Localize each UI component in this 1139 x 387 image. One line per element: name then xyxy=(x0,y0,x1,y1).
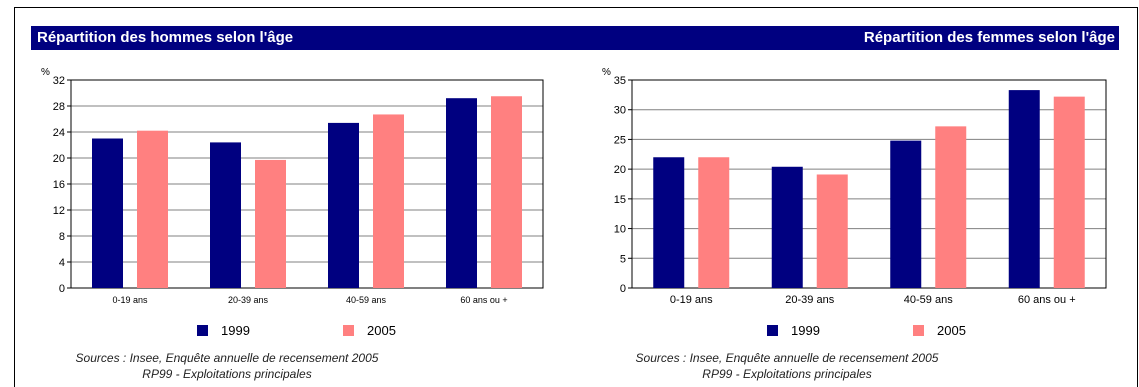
bar-1999 xyxy=(1008,90,1040,288)
bar-2005 xyxy=(255,159,286,288)
legend-label-1999: 1999 xyxy=(221,323,250,338)
y-tick-label: 0 xyxy=(620,283,626,295)
y-tick-label: 5 xyxy=(620,253,626,265)
y-tick-label: 15 xyxy=(614,194,626,206)
x-tick-label: 20-39 ans xyxy=(785,294,834,306)
bar-2005 xyxy=(935,126,967,289)
source-line-2: RP99 - Exploitations principales xyxy=(702,367,872,381)
women-age-chart: 0 5 10 15 20 25 30 35% 0-19 ans 20-39 ans 40-59 an… xyxy=(602,67,1107,338)
y-tick-label: 4 xyxy=(59,257,65,269)
x-tick-label: 0-19 ans xyxy=(112,295,148,305)
x-tick-label: 20-39 ans xyxy=(228,295,269,305)
source-note-left: Sources : Insee, Enquête annuelle de rec… xyxy=(44,350,410,382)
y-tick-label: 32 xyxy=(53,75,65,87)
bar-2005 xyxy=(137,130,168,288)
x-tick-label: 60 ans ou + xyxy=(460,295,507,305)
figure-frame xyxy=(14,7,1138,387)
legend-swatch-2005 xyxy=(913,325,924,336)
x-tick-label: 40-59 ans xyxy=(904,294,953,306)
bar-1999 xyxy=(328,122,359,289)
bar-1999 xyxy=(771,166,803,288)
legend-label-2005: 2005 xyxy=(367,323,396,338)
y-tick-label: 12 xyxy=(53,205,65,217)
y-tick-label: 8 xyxy=(59,231,65,243)
y-tick-label: 35 xyxy=(614,75,626,87)
source-line-1: Sources : Insee, Enquête annuelle de rec… xyxy=(635,351,939,365)
left-chart-title: Répartition des hommes selon l'âge xyxy=(37,29,294,46)
men-age-chart: 0 4 8 12 16 20 24 28 32% 0-19 ans 20-39 ans 40-59 a… xyxy=(41,67,544,338)
y-tick-label: 24 xyxy=(53,127,65,139)
y-tick-label: 28 xyxy=(53,101,65,113)
right-chart-title: Répartition des femmes selon l'âge xyxy=(863,29,1115,46)
y-tick-label: 20 xyxy=(614,164,626,176)
bar-1999 xyxy=(890,140,922,288)
bar-2005 xyxy=(698,157,730,288)
bar-2005 xyxy=(373,114,404,288)
bar-1999 xyxy=(92,138,123,288)
legend-swatch-1999 xyxy=(197,325,208,336)
legend-label-1999: 1999 xyxy=(791,323,820,338)
plot-border xyxy=(631,79,1107,289)
bar-2005 xyxy=(1053,96,1085,288)
bar-1999 xyxy=(446,98,477,288)
y-tick-label: 25 xyxy=(614,134,626,146)
y-tick-label: 16 xyxy=(53,179,65,191)
legend-swatch-2005 xyxy=(343,325,354,336)
source-line-1: Sources : Insee, Enquête annuelle de rec… xyxy=(75,351,379,365)
x-tick-label: 60 ans ou + xyxy=(1018,294,1076,306)
bar-1999 xyxy=(653,157,685,288)
source-line-2: RP99 - Exploitations principales xyxy=(142,367,312,381)
x-tick-label: 40-59 ans xyxy=(346,295,387,305)
legend-label-2005: 2005 xyxy=(937,323,966,338)
bar-2005 xyxy=(491,96,522,288)
x-tick-label: 0-19 ans xyxy=(670,294,713,306)
y-tick-label: 0 xyxy=(59,283,65,295)
legend-swatch-1999 xyxy=(767,325,778,336)
source-note-right: Sources : Insee, Enquête annuelle de rec… xyxy=(604,350,970,382)
y-tick-label: 10 xyxy=(614,224,626,236)
header-bar: Répartition des hommes selon l'âge Répar… xyxy=(31,26,1119,50)
bar-1999 xyxy=(210,142,241,288)
y-tick-label: 20 xyxy=(53,153,65,165)
y-axis-label: % xyxy=(41,67,50,78)
bar-2005 xyxy=(816,174,848,288)
plot-border xyxy=(70,79,544,289)
y-tick-label: 30 xyxy=(614,105,626,117)
y-axis-label: % xyxy=(602,67,611,78)
